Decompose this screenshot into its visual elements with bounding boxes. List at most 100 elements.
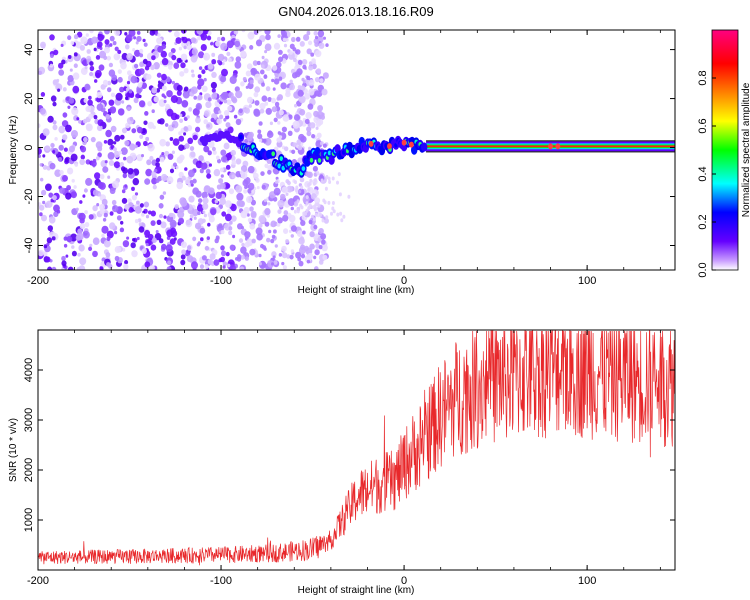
- spectrogram-noise-dot: [92, 189, 99, 196]
- spectrogram-noise-dot: [99, 182, 106, 190]
- spectrogram-noise-dot: [156, 219, 162, 225]
- spectrogram-noise-dot: [183, 45, 187, 50]
- spectrogram-noise-dot: [258, 215, 266, 223]
- spectrogram-noise-dot: [85, 123, 93, 132]
- spectrogram-noise-dot: [93, 47, 97, 52]
- spectrogram-noise-dot: [222, 265, 226, 269]
- spectrogram-noise-dot: [129, 92, 135, 99]
- spectrogram-noise-dot: [136, 200, 140, 205]
- spectrogram-noise-dot: [67, 266, 74, 270]
- spectrogram-noise-dot: [139, 134, 144, 139]
- spectrogram-noise-dot: [179, 118, 184, 124]
- spectrogram-noise-dot: [228, 188, 235, 195]
- spectrogram-noise-dot: [123, 156, 127, 161]
- spectrogram-noise-dot: [316, 132, 322, 139]
- spectrogram-noise-dot: [65, 124, 72, 133]
- spectrogram-noise-dot: [183, 126, 188, 132]
- spectrogram-y-tick-label: 20: [23, 92, 35, 104]
- spectrogram-noise-dot: [62, 175, 68, 182]
- spectrogram-noise-dot: [257, 133, 263, 140]
- spectrogram-noise-dot: [169, 168, 175, 174]
- spectrogram-noise-dot: [178, 144, 185, 151]
- spectrogram-noise-dot: [312, 165, 318, 172]
- spectrogram-noise-dot: [71, 250, 77, 257]
- spectrogram-noise-dot: [263, 74, 267, 78]
- spectrogram-noise-dot: [203, 77, 207, 82]
- spectrogram-noise-dot: [146, 73, 152, 80]
- spectrogram-noise-dot: [196, 30, 204, 35]
- spectrogram-noise-dot: [255, 178, 260, 183]
- spectrogram-noise-dot: [104, 160, 108, 164]
- spectrogram-noise-dot: [210, 81, 217, 89]
- spectrogram-noise-dot: [139, 61, 145, 68]
- spectrogram-noise-dot: [48, 192, 54, 198]
- spectrogram-y-axis-title: Frequency (Hz): [8, 116, 19, 185]
- spectrogram-noise-dot: [203, 110, 210, 117]
- spectrogram-y-ticks: -40 -20 0 20 40: [23, 43, 675, 253]
- spectrogram-noise-dot: [305, 201, 309, 206]
- spectrogram-noise-dot: [49, 53, 54, 58]
- spectrogram-noise-dot: [97, 119, 104, 127]
- spectrogram-y-tick-label: -20: [23, 189, 35, 205]
- spectrogram-noise-dot: [171, 80, 175, 85]
- spectrogram-noise-dot: [207, 150, 212, 156]
- spectrogram-noise-dot: [85, 33, 89, 37]
- spectrogram-noise-dot: [194, 222, 202, 230]
- spectrogram-noise-dot: [73, 52, 78, 57]
- spectrogram-noise-dot: [145, 168, 153, 177]
- spectrogram-noise-dot: [213, 259, 220, 266]
- spectrogram-noise-dot: [89, 65, 95, 72]
- spectrogram-noise-dot: [323, 200, 327, 205]
- spectrogram-noise-dot: [161, 57, 169, 66]
- spectrogram-noise-dot: [89, 71, 94, 77]
- spectrogram-frame: [37, 29, 676, 271]
- spectrogram-noise-dot: [320, 141, 324, 146]
- spectrogram-noise-dot: [300, 135, 307, 143]
- spectrogram-noise-dot: [322, 72, 329, 79]
- spectrogram-noise-dot: [207, 63, 214, 70]
- spectrogram-noise-dot: [61, 134, 68, 141]
- spectrogram-noise-dot: [220, 91, 229, 100]
- spectrogram-noise-dot: [96, 91, 103, 99]
- spectrogram-noise-dot: [316, 171, 320, 176]
- spectrogram-noise-dot: [218, 223, 223, 229]
- spectrogram-noise-dot: [202, 210, 206, 214]
- spectrogram-noise-dot: [315, 126, 319, 130]
- spectrogram-noise-dot: [226, 51, 231, 57]
- spectrogram-noise-dot: [138, 100, 146, 108]
- spectrogram-noise-dot: [228, 92, 234, 99]
- spectrogram-noise-dot: [130, 242, 136, 249]
- spectrogram-noise-dot: [282, 265, 287, 270]
- spectrogram-noise-dot: [196, 204, 204, 212]
- spectrogram-noise-dot: [235, 90, 243, 99]
- spectrogram-noise-dot: [299, 177, 305, 183]
- spectrogram-noise-dot: [223, 118, 227, 122]
- spectrogram-noise-dot: [294, 188, 298, 193]
- spectrogram-noise-dot: [216, 118, 222, 125]
- spectrogram-noise-dot: [288, 229, 292, 233]
- spectrogram-carrier-trace: [199, 130, 675, 178]
- spectrogram-noise-dot: [298, 190, 302, 194]
- spectrogram-noise-dot: [254, 100, 260, 106]
- spectrogram-noise-dot: [308, 61, 313, 66]
- spectrogram-noise-dot: [47, 225, 53, 232]
- spectrogram-noise-dot: [71, 245, 75, 249]
- spectrogram-noise-dot: [325, 215, 329, 220]
- spectrogram-noise-dot: [58, 62, 64, 69]
- spectrogram-noise-dot: [180, 199, 188, 207]
- spectrogram-noise-dot: [347, 194, 351, 199]
- spectrogram-noise-dot: [181, 36, 188, 44]
- spectrogram-noise-dot: [234, 40, 241, 48]
- spectrogram-noise-dot: [58, 69, 65, 76]
- spectrogram-noise-dot: [38, 147, 42, 155]
- spectrogram-noise-dot: [51, 266, 57, 270]
- spectrogram-noise-dot: [57, 157, 63, 162]
- spectrogram-noise-dot: [169, 238, 176, 245]
- spectrogram-noise-dot: [275, 180, 279, 184]
- spectrogram-noise-dot: [136, 35, 142, 42]
- spectrogram-noise-dot: [187, 137, 194, 144]
- spectrogram-noise-dot: [288, 114, 292, 119]
- spectrogram-noise-dot: [246, 134, 253, 142]
- spectrogram-noise-dot: [227, 57, 232, 63]
